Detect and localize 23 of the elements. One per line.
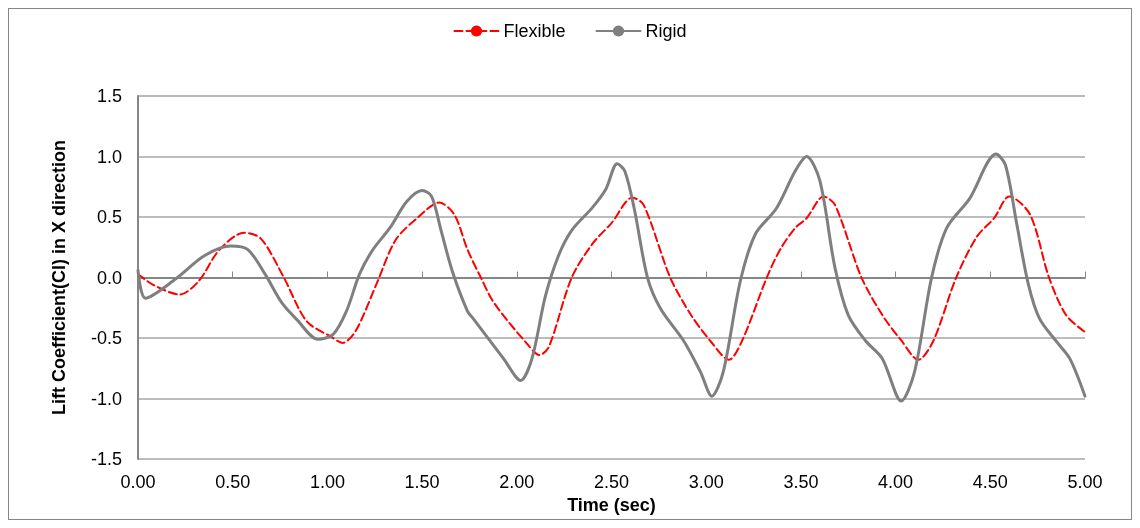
x-tick-label: 3.50 <box>783 472 819 493</box>
x-tick-label: 4.50 <box>972 472 1008 493</box>
y-tick-label: 0.0 <box>96 267 122 288</box>
x-tick-label: 2.50 <box>593 472 630 493</box>
y-tick-label: -1.5 <box>90 449 122 470</box>
x-tick-label: 1.00 <box>309 472 345 493</box>
y-tick-label: -1.0 <box>90 388 122 409</box>
y-tick-label: 0.5 <box>96 207 122 228</box>
legend-label: Flexible <box>503 21 566 41</box>
legend-label: Rigid <box>645 21 687 41</box>
x-tick-label: 2.00 <box>499 472 535 493</box>
x-tick-label: 0.00 <box>120 472 156 493</box>
x-tick-label: 5.00 <box>1067 472 1103 493</box>
x-tick-label: 3.00 <box>688 472 724 493</box>
y-axis-title: Lift Coefficient(Cl) in X direction <box>49 140 69 416</box>
x-tick-label: 1.50 <box>404 472 440 493</box>
x-tick-label: 4.00 <box>878 472 914 493</box>
line-series <box>137 195 1086 361</box>
y-tick-label: -0.5 <box>90 328 122 349</box>
x-tick-label: 0.50 <box>215 472 251 493</box>
y-tick-label: 1.5 <box>96 86 122 106</box>
y-tick-label: 1.0 <box>96 146 122 167</box>
x-axis-title: Time (sec) <box>567 495 656 515</box>
